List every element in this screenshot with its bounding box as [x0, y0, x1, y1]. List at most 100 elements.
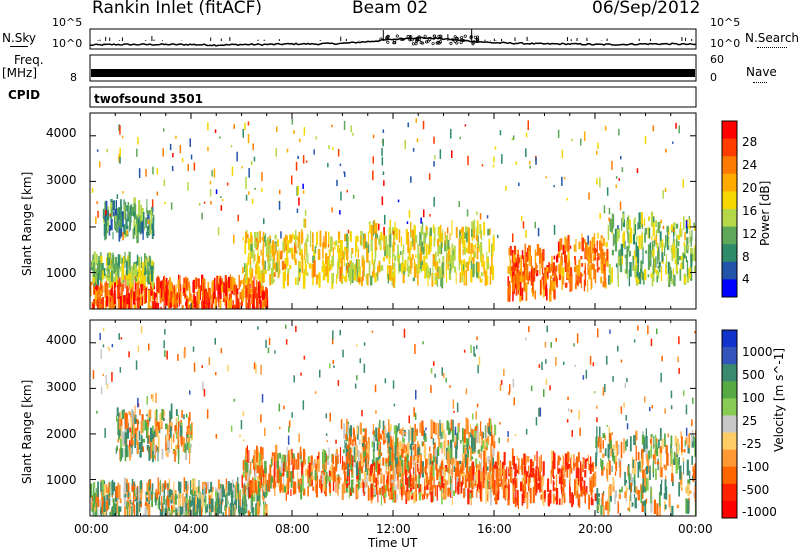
velocity-cell	[158, 495, 161, 510]
velocity-cell	[195, 496, 197, 513]
power-cell	[138, 199, 141, 216]
velocity-cell	[472, 429, 475, 442]
power-cell	[458, 238, 461, 253]
velocity-cell	[100, 505, 103, 516]
velocity-cell	[554, 452, 556, 470]
velocity-cell	[140, 420, 143, 434]
velocity-cell	[184, 480, 188, 490]
velocity-cell	[539, 460, 542, 471]
velocity-cell	[292, 464, 294, 479]
power-cell	[590, 253, 592, 264]
power-cell	[222, 281, 225, 293]
power-cell	[655, 256, 657, 268]
velocity-scatter	[650, 439, 652, 444]
power-cell	[150, 208, 153, 226]
power-cell	[422, 246, 425, 255]
power-cell	[445, 262, 447, 275]
velocity-scatter	[574, 364, 576, 367]
velocity-cell	[273, 481, 277, 488]
power-cell	[491, 265, 494, 275]
velocity-cell	[438, 468, 440, 473]
power-cell	[95, 290, 97, 307]
power-cell	[668, 262, 671, 274]
power-cell	[470, 252, 472, 264]
power-cell	[147, 276, 150, 285]
velocity-cell	[222, 512, 225, 516]
power-scatter	[336, 179, 338, 187]
velocity-cell	[154, 428, 157, 438]
power-scatter	[501, 154, 503, 164]
velocity-cell	[120, 425, 123, 440]
power-scatter	[433, 136, 435, 144]
velocity-cell	[570, 467, 573, 474]
velocity-cell	[192, 502, 195, 516]
velocity-cell	[379, 449, 381, 458]
velocity-cell	[225, 484, 228, 491]
power-cell	[269, 274, 272, 286]
velocity-scatter	[543, 389, 545, 397]
velocity-cell	[542, 476, 545, 486]
velocity-cell	[231, 496, 233, 513]
velocity-cell	[617, 444, 620, 455]
velocity-cell	[220, 499, 223, 514]
power-cell	[534, 249, 537, 264]
velocity-scatter	[163, 418, 165, 421]
power-cell	[566, 262, 569, 278]
velocity-cell	[165, 423, 168, 430]
velocity-cell	[377, 480, 379, 485]
velocity-cell	[148, 409, 152, 419]
velocity-cell	[661, 479, 663, 486]
power-cell	[538, 247, 542, 264]
velocity-cell	[148, 435, 150, 444]
velocity-cell	[361, 435, 364, 450]
velocity-cell	[645, 428, 647, 442]
power-cell	[262, 253, 264, 262]
power-cell	[461, 269, 464, 283]
power-cell	[633, 250, 636, 260]
power-scatter	[226, 182, 229, 186]
velocity-cell	[663, 500, 666, 512]
power-cell	[149, 274, 151, 283]
velocity-cell	[421, 425, 424, 436]
velocity-cell	[300, 455, 302, 467]
velocity-cell	[228, 506, 230, 516]
velocity-cell	[486, 487, 489, 495]
velocity-cell	[693, 492, 696, 498]
velocity-cell	[124, 412, 128, 429]
velocity-cell	[300, 484, 303, 500]
power-scatter	[615, 184, 617, 188]
velocity-cell	[671, 505, 674, 516]
velocity-cell	[220, 492, 222, 501]
power-cell	[675, 270, 679, 275]
power-cell	[489, 228, 491, 235]
velocity-scatter	[393, 403, 396, 407]
power-cell	[221, 278, 223, 288]
power-cell	[693, 247, 696, 262]
velocity-cell	[144, 507, 147, 516]
velocity-cell	[180, 510, 183, 515]
velocity-cell	[116, 445, 118, 452]
velocity-cell	[385, 458, 388, 465]
power-cell	[113, 277, 115, 283]
velocity-cell	[330, 471, 332, 478]
velocity-cell	[691, 455, 693, 465]
power-cell	[587, 248, 589, 258]
velocity-cell	[525, 455, 527, 465]
power-cell	[680, 255, 683, 261]
velocity-scatter	[611, 432, 614, 435]
velocity-cell	[457, 461, 460, 477]
power-cell	[177, 279, 180, 289]
velocity-scatter	[168, 434, 170, 441]
velocity-cell	[237, 477, 239, 493]
velocity-cell	[198, 500, 201, 516]
velocity-cell	[348, 468, 350, 486]
velocity-scatter	[92, 370, 95, 379]
power-cell	[262, 265, 265, 276]
power-cell	[101, 263, 104, 271]
power-cell	[243, 274, 246, 279]
power-cell	[555, 276, 558, 286]
power-cell	[181, 305, 184, 309]
velocity-cell	[109, 511, 112, 516]
power-cell	[148, 210, 151, 215]
power-cell	[417, 243, 419, 260]
